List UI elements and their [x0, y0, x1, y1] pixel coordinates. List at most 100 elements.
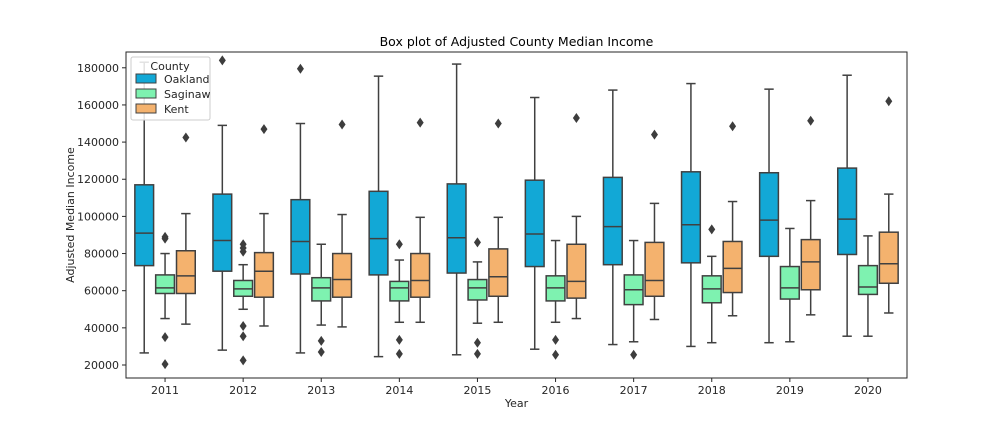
iqr-box — [488, 248, 509, 298]
y-tick-label: 180000 — [77, 62, 119, 75]
iqr-box — [311, 276, 332, 302]
y-tick-label: 160000 — [77, 99, 119, 112]
outlier-point — [630, 349, 638, 360]
outlier-point — [416, 117, 424, 128]
outlier-point — [395, 239, 403, 250]
iqr-box — [331, 252, 353, 298]
iqr-box — [800, 238, 821, 291]
outlier-point — [260, 124, 268, 135]
outlier-point — [395, 334, 403, 345]
outlier-point — [650, 129, 658, 140]
x-axis-label: Year — [504, 397, 529, 410]
outlier-point — [182, 132, 190, 143]
x-tick-label: 2015 — [463, 384, 491, 397]
iqr-box — [758, 171, 780, 258]
iqr-box — [410, 252, 431, 298]
legend-swatch-saginaw — [135, 88, 157, 99]
y-tick-label: 20000 — [84, 359, 119, 372]
x-tick-label: 2016 — [542, 384, 570, 397]
x-tick-label: 2012 — [229, 384, 257, 397]
legend: County Oakland Saginaw Kent — [130, 56, 211, 121]
box-saginaw-2017 — [623, 239, 644, 360]
box-saginaw-2012 — [233, 239, 254, 366]
iqr-box — [467, 278, 488, 301]
outlier-point — [239, 355, 247, 366]
x-tick-label: 2019 — [776, 384, 804, 397]
box-oakland-2019 — [758, 88, 780, 344]
outlier-point — [161, 359, 169, 370]
x-tick-label: 2014 — [385, 384, 413, 397]
outlier-point — [552, 334, 560, 345]
legend-label-kent: Kent — [164, 103, 189, 116]
legend-title: County — [150, 60, 190, 73]
outlier-point — [317, 335, 325, 346]
legend-label-saginaw: Saginaw — [164, 88, 210, 101]
box-oakland-2015 — [446, 63, 467, 356]
box-saginaw-2015 — [467, 237, 488, 359]
box-saginaw-2020 — [857, 235, 879, 337]
x-tick-label: 2017 — [620, 384, 648, 397]
x-tick-label: 2020 — [854, 384, 882, 397]
iqr-box — [212, 193, 233, 272]
box-kent-2017 — [644, 129, 665, 321]
iqr-box — [389, 280, 410, 302]
legend-swatch-kent — [135, 103, 157, 114]
y-axis-label: Adjusted Median Income — [64, 147, 77, 283]
outlier-point — [239, 246, 247, 257]
y-tick-label: 100000 — [77, 210, 119, 223]
box-kent-2013 — [331, 119, 353, 328]
iqr-box — [722, 240, 743, 294]
box-saginaw-2018 — [701, 224, 722, 344]
box-oakland-2018 — [680, 82, 702, 348]
box-kent-2012 — [253, 124, 275, 327]
iqr-box — [446, 183, 467, 274]
box-kent-2016 — [566, 112, 587, 320]
box-kent-2011 — [175, 132, 196, 325]
iqr-box — [134, 184, 155, 267]
box-saginaw-2016 — [545, 239, 566, 360]
y-tick-label: 40000 — [84, 322, 119, 335]
box-kent-2019 — [800, 115, 821, 316]
box-saginaw-2013 — [311, 243, 332, 357]
box-kent-2014 — [410, 117, 431, 324]
iqr-box — [524, 179, 545, 268]
outlier-point — [317, 346, 325, 357]
outlier-point — [708, 224, 716, 235]
iqr-box — [857, 264, 879, 296]
iqr-box — [680, 171, 702, 264]
box-saginaw-2019 — [779, 227, 800, 343]
outlier-point — [473, 348, 481, 359]
outlier-point — [161, 332, 169, 343]
y-tick-label: 140000 — [77, 136, 119, 149]
outlier-point — [807, 115, 815, 126]
box-oakland-2017 — [602, 89, 623, 346]
iqr-box — [779, 265, 800, 300]
iqr-box — [175, 250, 196, 295]
outlier-point — [395, 348, 403, 359]
y-tick-label: 60000 — [84, 285, 119, 298]
outlier-point — [885, 96, 893, 107]
outlier-point — [239, 331, 247, 342]
iqr-box — [253, 251, 275, 298]
chart-title: Box plot of Adjusted County Median Incom… — [380, 34, 654, 49]
iqr-box — [837, 167, 858, 256]
iqr-box — [566, 243, 587, 299]
x-tick-label: 2018 — [698, 384, 726, 397]
iqr-box — [644, 241, 665, 298]
box-saginaw-2014 — [389, 239, 410, 359]
box-oakland-2020 — [837, 74, 858, 337]
outlier-point — [239, 320, 247, 331]
outlier-point — [572, 112, 580, 123]
outlier-point — [494, 118, 502, 129]
outlier-point — [473, 337, 481, 348]
outlier-point — [296, 63, 304, 74]
box-oakland-2012 — [212, 55, 233, 351]
legend-label-oakland: Oakland — [164, 73, 210, 86]
outlier-point — [552, 349, 560, 360]
y-tick-label: 120000 — [77, 173, 119, 186]
box-oakland-2013 — [290, 63, 311, 354]
x-tick-label: 2013 — [307, 384, 335, 397]
legend-swatch-oakland — [135, 73, 157, 84]
y-tick-label: 80000 — [84, 248, 119, 261]
